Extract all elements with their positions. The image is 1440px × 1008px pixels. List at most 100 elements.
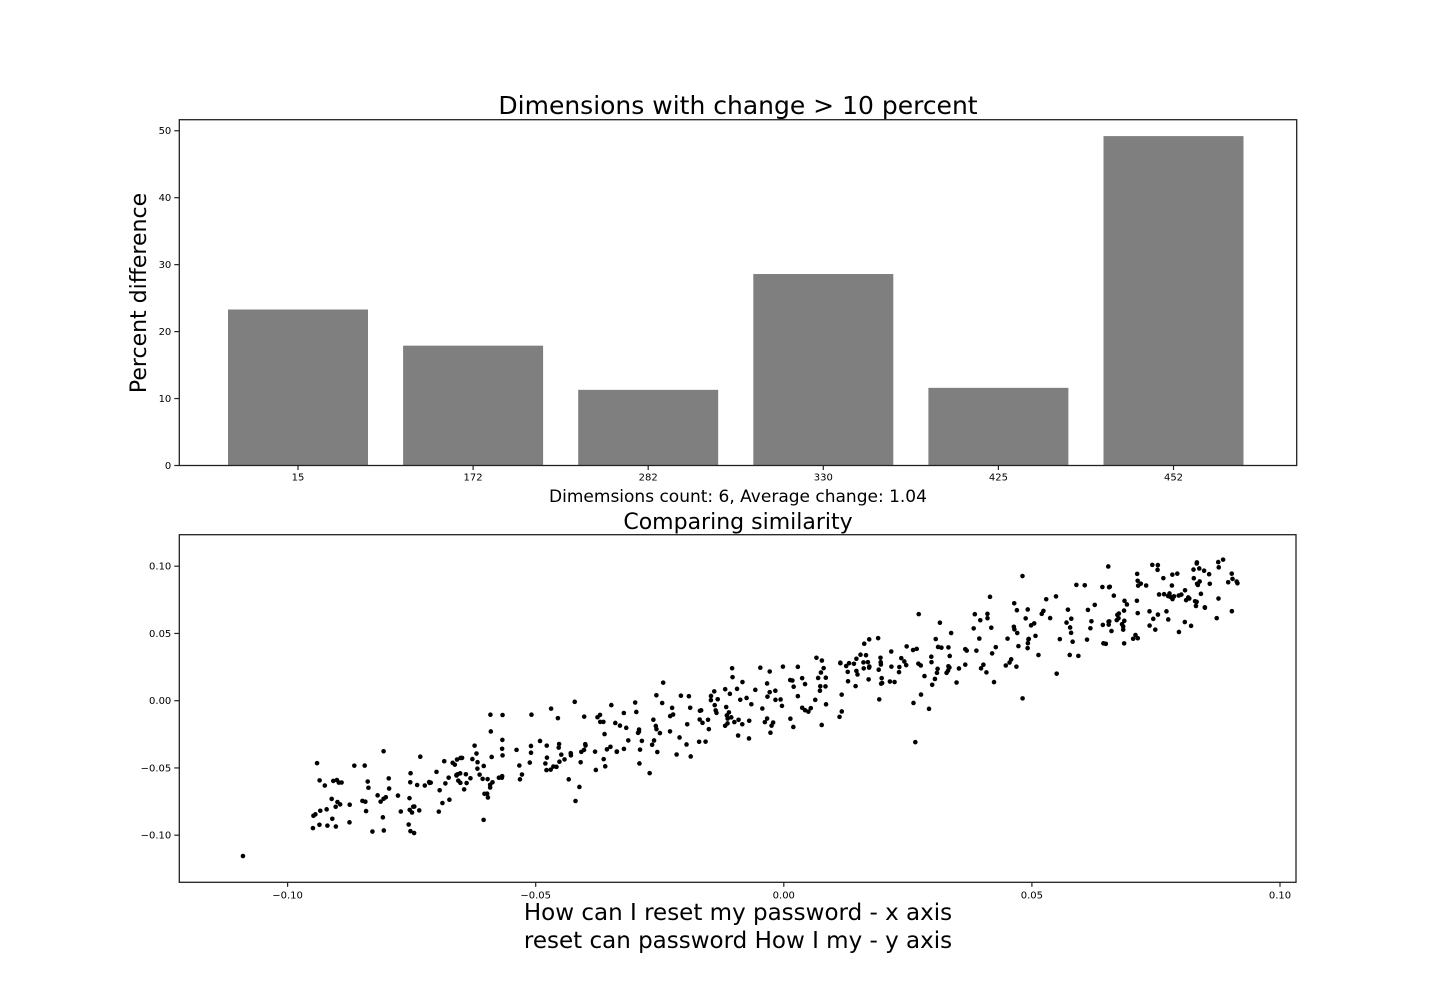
bars — [228, 136, 1244, 466]
scatter-point — [1116, 615, 1121, 621]
scatter-point — [819, 722, 824, 728]
scatter-point — [740, 679, 745, 685]
y-tick-label: 0.05 — [149, 629, 171, 640]
scatter-point — [487, 782, 493, 788]
scatter-point — [910, 647, 916, 653]
scatter-point — [1234, 579, 1239, 584]
scatter-point — [1143, 583, 1149, 588]
scatter-point — [727, 691, 733, 697]
scatter-point — [814, 655, 819, 661]
scatter-point — [527, 760, 533, 765]
scatter-point — [452, 762, 458, 767]
scatter-point — [1194, 599, 1199, 605]
scatter-point — [634, 709, 639, 715]
scatter-point — [861, 666, 867, 671]
scatter-point — [481, 763, 487, 769]
scatter-point — [1036, 652, 1041, 658]
scatter-point — [329, 796, 334, 802]
scatter-point — [647, 770, 652, 776]
scatter-point — [336, 780, 342, 785]
scatter-point — [1229, 608, 1235, 614]
scatter-point — [904, 644, 909, 649]
scatter-point — [711, 689, 717, 694]
scatter-point — [659, 700, 665, 706]
scatter-point — [416, 808, 422, 813]
scatter-point — [1170, 572, 1175, 577]
scatter-point — [788, 716, 793, 722]
scatter-point — [846, 660, 852, 666]
scatter-point — [470, 756, 475, 762]
scatter-point — [597, 712, 603, 718]
scatter-point — [352, 763, 357, 768]
scatter-point — [767, 669, 773, 674]
scatter-point — [817, 688, 823, 694]
scatter-point — [1014, 630, 1020, 636]
scatter-point — [913, 739, 918, 745]
scatter-point — [1191, 567, 1196, 572]
y-tick-label: 0 — [165, 461, 171, 472]
scatter-point — [437, 787, 442, 793]
scatter-point — [411, 830, 417, 836]
scatter-point — [1133, 632, 1138, 638]
scatter-point — [684, 721, 690, 727]
bar-172 — [403, 345, 544, 466]
scatter-point — [1188, 623, 1194, 629]
scatter-point — [1082, 582, 1088, 588]
scatter-point — [1070, 639, 1075, 645]
scatter-point — [935, 666, 940, 672]
scatter-point — [879, 680, 885, 686]
scatter-point — [819, 658, 825, 663]
scatter-point — [529, 712, 534, 717]
scatter-point — [637, 747, 643, 752]
scatter-point — [639, 738, 645, 744]
scatter-point — [314, 760, 320, 766]
scatter-point — [1147, 609, 1152, 614]
scatter-point — [613, 720, 618, 726]
scatter-point — [1020, 696, 1025, 701]
scatter-point — [746, 718, 752, 724]
scatter-point — [649, 742, 655, 748]
scatter-point — [760, 706, 765, 711]
scatter-point — [660, 680, 666, 685]
scatter-point — [706, 726, 712, 732]
scatter-point — [708, 693, 714, 699]
scatter-point — [725, 721, 730, 726]
scatter-point — [395, 793, 401, 798]
x-tick-label: 0.00 — [773, 890, 795, 901]
scatter-point — [441, 758, 447, 764]
scatter-point — [1215, 559, 1221, 565]
bar-452 — [1103, 136, 1244, 466]
scatter-point — [984, 670, 989, 675]
scatter-point — [823, 702, 829, 707]
scatter-point — [1202, 605, 1208, 611]
scatter-point — [705, 717, 711, 723]
scatter-point — [735, 733, 741, 738]
scatter-point — [802, 681, 808, 687]
x-tick-label: −0.10 — [272, 890, 303, 901]
bar-425 — [928, 387, 1069, 466]
scatter-point — [787, 677, 793, 683]
scatter-point — [1130, 636, 1136, 642]
scatter-point — [1100, 584, 1105, 590]
scatter-point — [1182, 619, 1188, 625]
scatter-point — [1109, 628, 1114, 634]
scatter-point — [1193, 603, 1199, 609]
scatter-point — [324, 807, 329, 812]
scatter-point — [381, 828, 387, 833]
scatter-point — [543, 761, 548, 766]
scatter-point — [773, 688, 778, 693]
scatter-point — [687, 705, 693, 711]
scatter-point — [1147, 623, 1152, 628]
scatter-outlier-point — [240, 853, 246, 859]
scatter-point — [865, 659, 871, 665]
scatter-chart: −0.10 −0.05 0.00 0.05 0.100.100.050.00−0.05−… — [141, 534, 1297, 901]
scatter-point — [1206, 571, 1212, 577]
scatter-point — [317, 822, 322, 828]
scatter-point — [463, 771, 469, 777]
scatter-point — [817, 683, 823, 689]
scatter-point — [674, 752, 679, 757]
scatter-chart-xlabel-line1: How can I reset my password - x axis — [523, 900, 953, 926]
scatter-point — [407, 779, 413, 785]
scatter-point — [808, 705, 814, 711]
scatter-point — [500, 712, 505, 718]
